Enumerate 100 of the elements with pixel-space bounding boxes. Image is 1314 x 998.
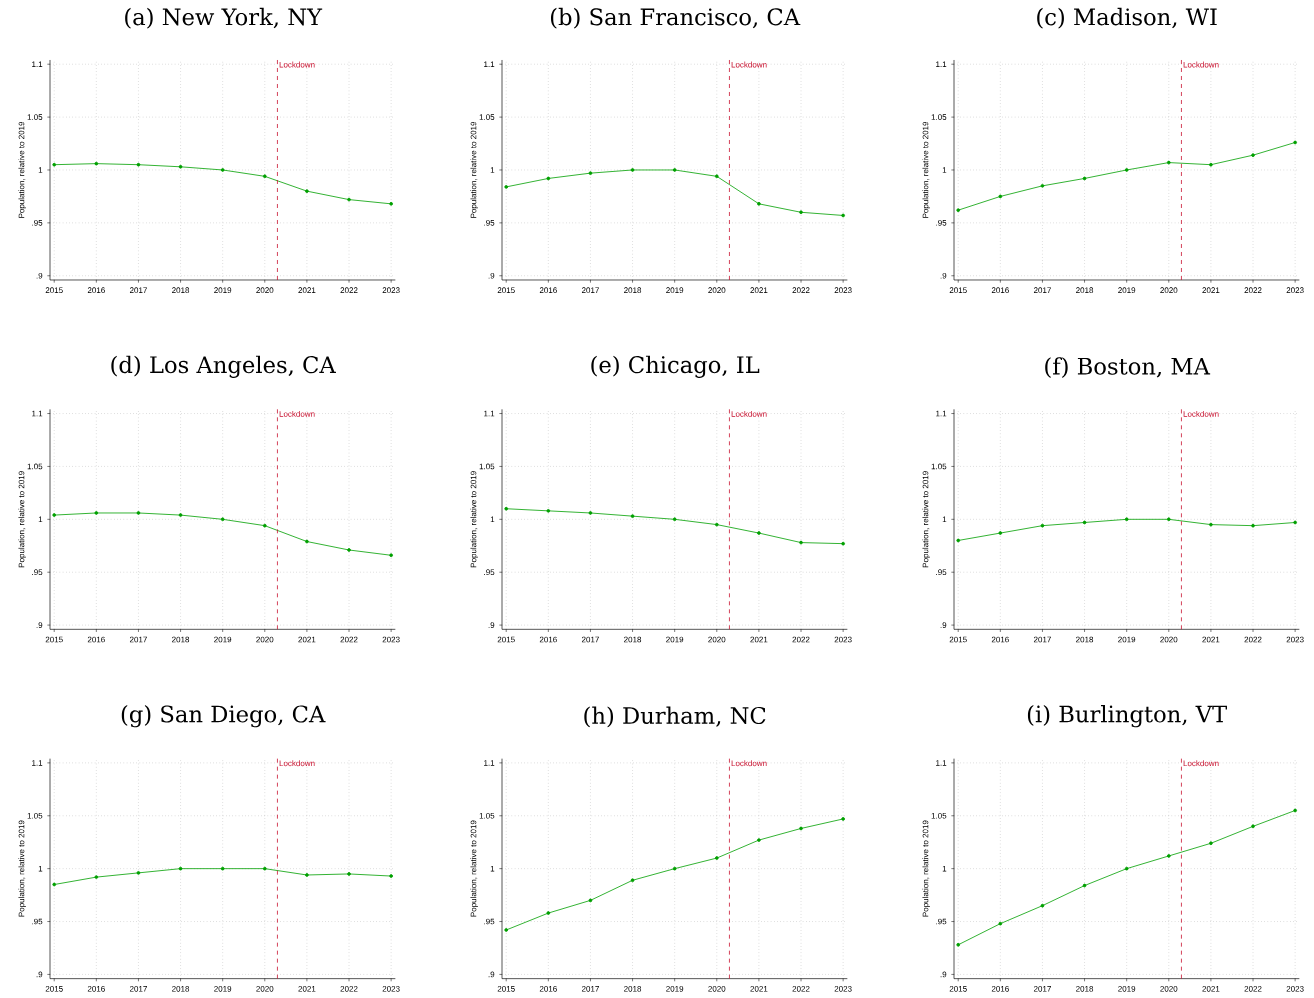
y-tick-label: .95 (484, 220, 495, 226)
x-tick-label: 2022 (1244, 636, 1262, 643)
chart-title: (b) San Francisco, CA (550, 7, 801, 29)
y-tick-label: 1.05 (931, 812, 947, 819)
x-tick-label: 2019 (214, 636, 232, 643)
point (588, 511, 593, 515)
x-tick-label: 2016 (87, 287, 105, 294)
y-tick-label: .9 (36, 622, 43, 628)
point (630, 878, 635, 883)
y-tick-label: 1.1 (484, 410, 495, 417)
chart-title: (e) Chicago, IL (591, 355, 760, 378)
point (136, 162, 141, 167)
y-axis-title: Population, relative to 2019 (18, 471, 26, 568)
point (841, 817, 845, 821)
point (1293, 808, 1297, 813)
point (714, 522, 719, 527)
x-tick-label: 2020 (1160, 287, 1178, 294)
point (389, 201, 393, 206)
point (1209, 522, 1213, 527)
point (757, 838, 761, 842)
point (1040, 183, 1045, 188)
x-tick-label: 2021 (750, 986, 768, 992)
y-tick-label: .9 (940, 272, 947, 279)
y-axis-title: Population, relative to 2019 (922, 820, 930, 917)
ref-line-label: Lockdown (279, 410, 315, 417)
x-tick-label: 2021 (298, 287, 316, 294)
point (389, 553, 393, 558)
x-tick-label: 2017 (129, 636, 147, 643)
y-tick-label: 1.1 (484, 760, 495, 766)
point (52, 162, 57, 167)
point (956, 942, 961, 947)
x-tick-label: 2018 (624, 287, 642, 294)
x-tick-label: 2017 (581, 636, 599, 643)
y-axis-title: Population, relative to 2019 (18, 820, 26, 917)
x-tick-label: 2020 (708, 986, 726, 992)
point (1293, 140, 1297, 145)
x-tick-label: 2016 (539, 287, 557, 294)
point (178, 866, 183, 871)
ref-line-label: Lockdown (279, 61, 315, 68)
point (94, 875, 99, 879)
x-tick-label: 2015 (949, 986, 967, 992)
x-tick-label: 2020 (1160, 636, 1178, 643)
x-tick-label: 2022 (1244, 287, 1262, 294)
ref-line-label: Lockdown (1183, 61, 1219, 68)
x-tick-label: 2017 (129, 986, 147, 992)
point (799, 540, 803, 545)
ref-line-label: Lockdown (1183, 410, 1219, 417)
x-tick-label: 2015 (949, 636, 967, 643)
y-tick-label: 1.1 (936, 410, 947, 417)
x-tick-label: 2018 (1076, 287, 1094, 294)
point (757, 201, 761, 206)
point (220, 866, 225, 871)
y-axis-title: Population, relative to 2019 (922, 121, 930, 218)
y-tick-label: 1.05 (931, 114, 947, 120)
y-tick-label: .9 (36, 272, 43, 279)
x-tick-label: 2017 (1033, 287, 1051, 294)
point (220, 168, 225, 172)
point (672, 168, 677, 172)
chart-title: (c) Madison, WI (1037, 7, 1217, 29)
x-tick-label: 2022 (340, 986, 358, 992)
point (178, 164, 183, 169)
point (504, 185, 509, 189)
y-tick-label: .9 (36, 971, 43, 978)
y-tick-label: .95 (936, 220, 947, 226)
x-tick-label: 2017 (1033, 636, 1051, 643)
point (305, 873, 309, 877)
chart-title: (f) Boston, MA (1045, 357, 1211, 378)
x-tick-label: 2022 (792, 287, 810, 294)
point (1293, 520, 1297, 525)
point (630, 514, 635, 519)
y-tick-label: 1 (490, 865, 495, 872)
x-tick-label: 2015 (497, 986, 515, 992)
point (1040, 903, 1045, 908)
point (1124, 168, 1129, 172)
point (998, 531, 1003, 535)
y-tick-label: 1.1 (32, 410, 43, 417)
x-tick-label: 2020 (256, 986, 274, 992)
point (799, 826, 803, 831)
y-tick-label: 1 (490, 516, 495, 523)
point (94, 511, 99, 515)
x-tick-label: 2015 (45, 636, 63, 643)
ref-line-label: Lockdown (279, 760, 315, 767)
x-tick-label: 2021 (750, 636, 768, 643)
y-tick-label: .9 (488, 622, 495, 628)
y-tick-label: 1 (490, 167, 495, 173)
y-tick-label: .95 (484, 918, 495, 925)
x-tick-label: 2017 (1033, 986, 1051, 992)
y-tick-label: .95 (936, 918, 947, 925)
point (262, 866, 267, 871)
y-tick-label: .9 (940, 622, 947, 628)
point (546, 911, 551, 915)
x-tick-label: 2019 (666, 986, 684, 992)
x-tick-label: 2023 (1286, 986, 1304, 992)
point (998, 194, 1003, 199)
x-tick-label: 2018 (1076, 636, 1094, 643)
x-tick-label: 2017 (581, 287, 599, 294)
ref-line-label: Lockdown (731, 410, 767, 417)
x-tick-label: 2018 (1076, 986, 1094, 992)
x-tick-label: 2015 (497, 636, 515, 643)
point (136, 511, 141, 515)
